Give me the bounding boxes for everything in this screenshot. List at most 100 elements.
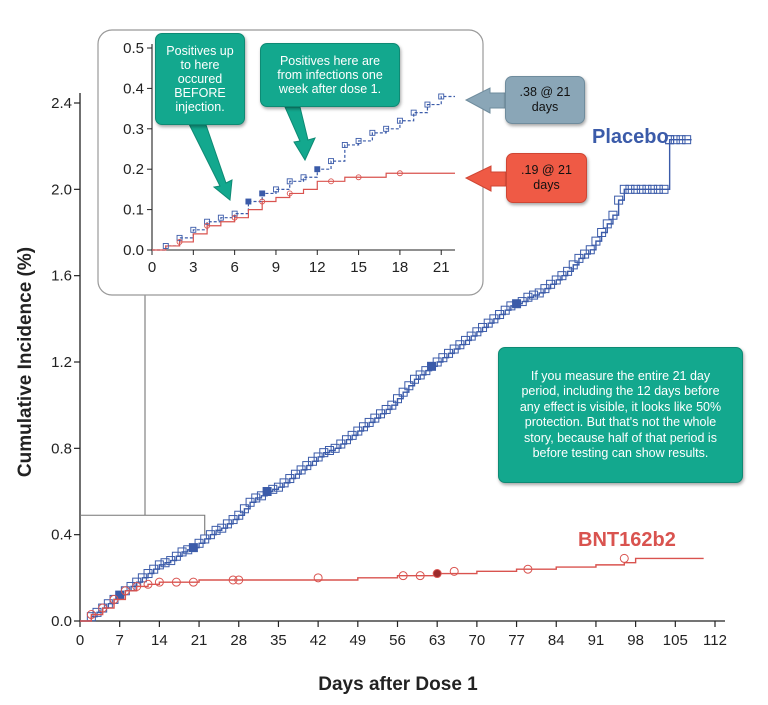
main-x-tick-label: 28 bbox=[230, 632, 247, 649]
annotation-placebo-21-text: .38 @ 21 days bbox=[519, 85, 571, 114]
placebo-point bbox=[387, 400, 397, 410]
inset-placebo-point bbox=[231, 210, 238, 217]
vaccine-point bbox=[132, 581, 142, 591]
inset-placebo-point bbox=[259, 190, 266, 197]
placebo-point bbox=[665, 135, 675, 145]
inset-placebo-point bbox=[424, 101, 431, 108]
main-x-tick-label: 77 bbox=[508, 632, 525, 649]
placebo-point bbox=[659, 184, 669, 194]
inset-x-tick-label: 12 bbox=[309, 259, 326, 276]
inset-vaccine-point bbox=[396, 170, 403, 177]
placebo-point bbox=[682, 135, 692, 145]
placebo-point bbox=[268, 484, 278, 494]
annotation-positives-week: Positives here are from infections one w… bbox=[260, 43, 400, 107]
vaccine-point bbox=[143, 579, 153, 589]
arrow-placebo-21 bbox=[464, 87, 506, 114]
arrow-one-week bbox=[284, 106, 316, 162]
inset-placebo-point bbox=[300, 174, 307, 181]
inset-placebo-point bbox=[162, 243, 169, 249]
vaccine-point bbox=[415, 571, 425, 581]
vaccine-point bbox=[449, 566, 459, 576]
inset-placebo-point bbox=[410, 109, 417, 116]
placebo-point bbox=[625, 184, 635, 194]
placebo-point bbox=[585, 245, 595, 255]
inset-placebo-point bbox=[190, 226, 197, 233]
vaccine-point bbox=[398, 571, 408, 581]
inset-placebo-point bbox=[438, 93, 445, 100]
arrow-before-injection bbox=[187, 121, 233, 201]
inset-vaccine-point bbox=[355, 174, 362, 181]
placebo-point bbox=[177, 547, 187, 557]
inset-placebo-point bbox=[355, 137, 362, 144]
inset-vaccine-point bbox=[259, 198, 266, 205]
annotation-positives-before-text: Positives up to here occured BEFORE inje… bbox=[166, 44, 234, 114]
main-x-tick-label: 84 bbox=[548, 632, 565, 649]
inset-x-tick-label: 9 bbox=[272, 259, 280, 276]
vaccine-point bbox=[432, 569, 442, 579]
placebo-point bbox=[512, 299, 522, 309]
inset-vaccine-point bbox=[231, 214, 238, 221]
main-x-tick-label: 56 bbox=[389, 632, 406, 649]
main-y-axis-label: Cumulative Incidence (%) bbox=[15, 247, 36, 477]
main-x-tick-label: 112 bbox=[703, 632, 727, 649]
annotation-positives-before: Positives up to here occured BEFORE inje… bbox=[155, 33, 245, 125]
main-y-tick-label: 1.6 bbox=[51, 268, 72, 285]
vaccine-point bbox=[154, 577, 164, 587]
main-x-tick-label: 42 bbox=[310, 632, 327, 649]
inset-placebo-point bbox=[273, 186, 279, 193]
placebo-point bbox=[591, 236, 601, 246]
inset-y-tick-label: 0.0 bbox=[123, 242, 144, 259]
annotation-vaccine-21: .19 @ 21 days bbox=[506, 153, 587, 203]
placebo-point bbox=[262, 487, 272, 496]
placebo-point bbox=[563, 266, 573, 276]
main-plot: 0 7 14 21 28 35 42 49 56 63 70 77 84 91 98 105 1120.00.4… bbox=[15, 93, 727, 695]
main-x-tick-label: 14 bbox=[151, 632, 168, 649]
main-x-tick-label: 63 bbox=[429, 632, 446, 649]
vaccine-series-label: BNT162b2 bbox=[578, 529, 676, 551]
inset-y-tick-label: 0.5 bbox=[123, 40, 144, 57]
placebo-point bbox=[597, 228, 607, 237]
vaccine-point bbox=[234, 575, 244, 585]
placebo-point bbox=[324, 445, 334, 455]
inset-placebo-point bbox=[245, 198, 252, 205]
inset-vaccine-point bbox=[204, 222, 211, 229]
inset-y-tick-label: 0.3 bbox=[123, 121, 144, 138]
inset-x-tick-label: 6 bbox=[230, 259, 238, 276]
inset-placebo-point bbox=[341, 142, 348, 148]
main-x-tick-label: 35 bbox=[270, 632, 287, 649]
vaccine-point bbox=[120, 586, 130, 596]
main-x-tick-label: 105 bbox=[663, 632, 688, 649]
main-x-tick-label: 0 bbox=[76, 632, 84, 649]
inset-placebo-point bbox=[204, 218, 211, 225]
placebo-point bbox=[568, 260, 578, 270]
main-y-tick-label: 1.2 bbox=[51, 354, 72, 371]
placebo-point bbox=[211, 525, 221, 535]
inset-x-tick-label: 21 bbox=[433, 259, 450, 276]
zoom-bracket-line bbox=[80, 514, 206, 535]
placebo-point bbox=[676, 135, 686, 145]
inset-x-tick-label: 3 bbox=[189, 259, 197, 276]
placebo-point bbox=[642, 184, 652, 194]
main-x-axis-label: Days after Dose 1 bbox=[318, 674, 478, 695]
vaccine-point bbox=[86, 610, 96, 620]
annotation-vaccine-21-text: .19 @ 21 days bbox=[521, 163, 572, 192]
inset-vaccine-point bbox=[286, 190, 293, 197]
inset-placebo-point bbox=[286, 178, 293, 185]
inset-placebo-point bbox=[314, 166, 321, 173]
annotation-explanation: If you measure the entire 21 day period,… bbox=[498, 347, 743, 483]
placebo-point bbox=[631, 184, 641, 194]
vaccine-point bbox=[313, 573, 323, 583]
vaccine-point bbox=[188, 577, 198, 587]
placebo-point bbox=[614, 195, 624, 205]
main-y-tick-label: 2.0 bbox=[51, 181, 72, 198]
vaccine-point bbox=[98, 603, 108, 613]
placebo-point bbox=[234, 510, 244, 520]
inset-placebo-point bbox=[383, 125, 390, 132]
main-y-tick-label: 0.8 bbox=[51, 440, 72, 457]
main-y-tick-label: 0.0 bbox=[51, 613, 72, 630]
inset-vaccine-point bbox=[176, 238, 183, 245]
inset-placebo-point bbox=[328, 158, 334, 165]
placebo-point bbox=[251, 493, 261, 503]
vaccine-point bbox=[109, 594, 119, 604]
annotation-positives-week-text: Positives here are from infections one w… bbox=[277, 54, 383, 96]
